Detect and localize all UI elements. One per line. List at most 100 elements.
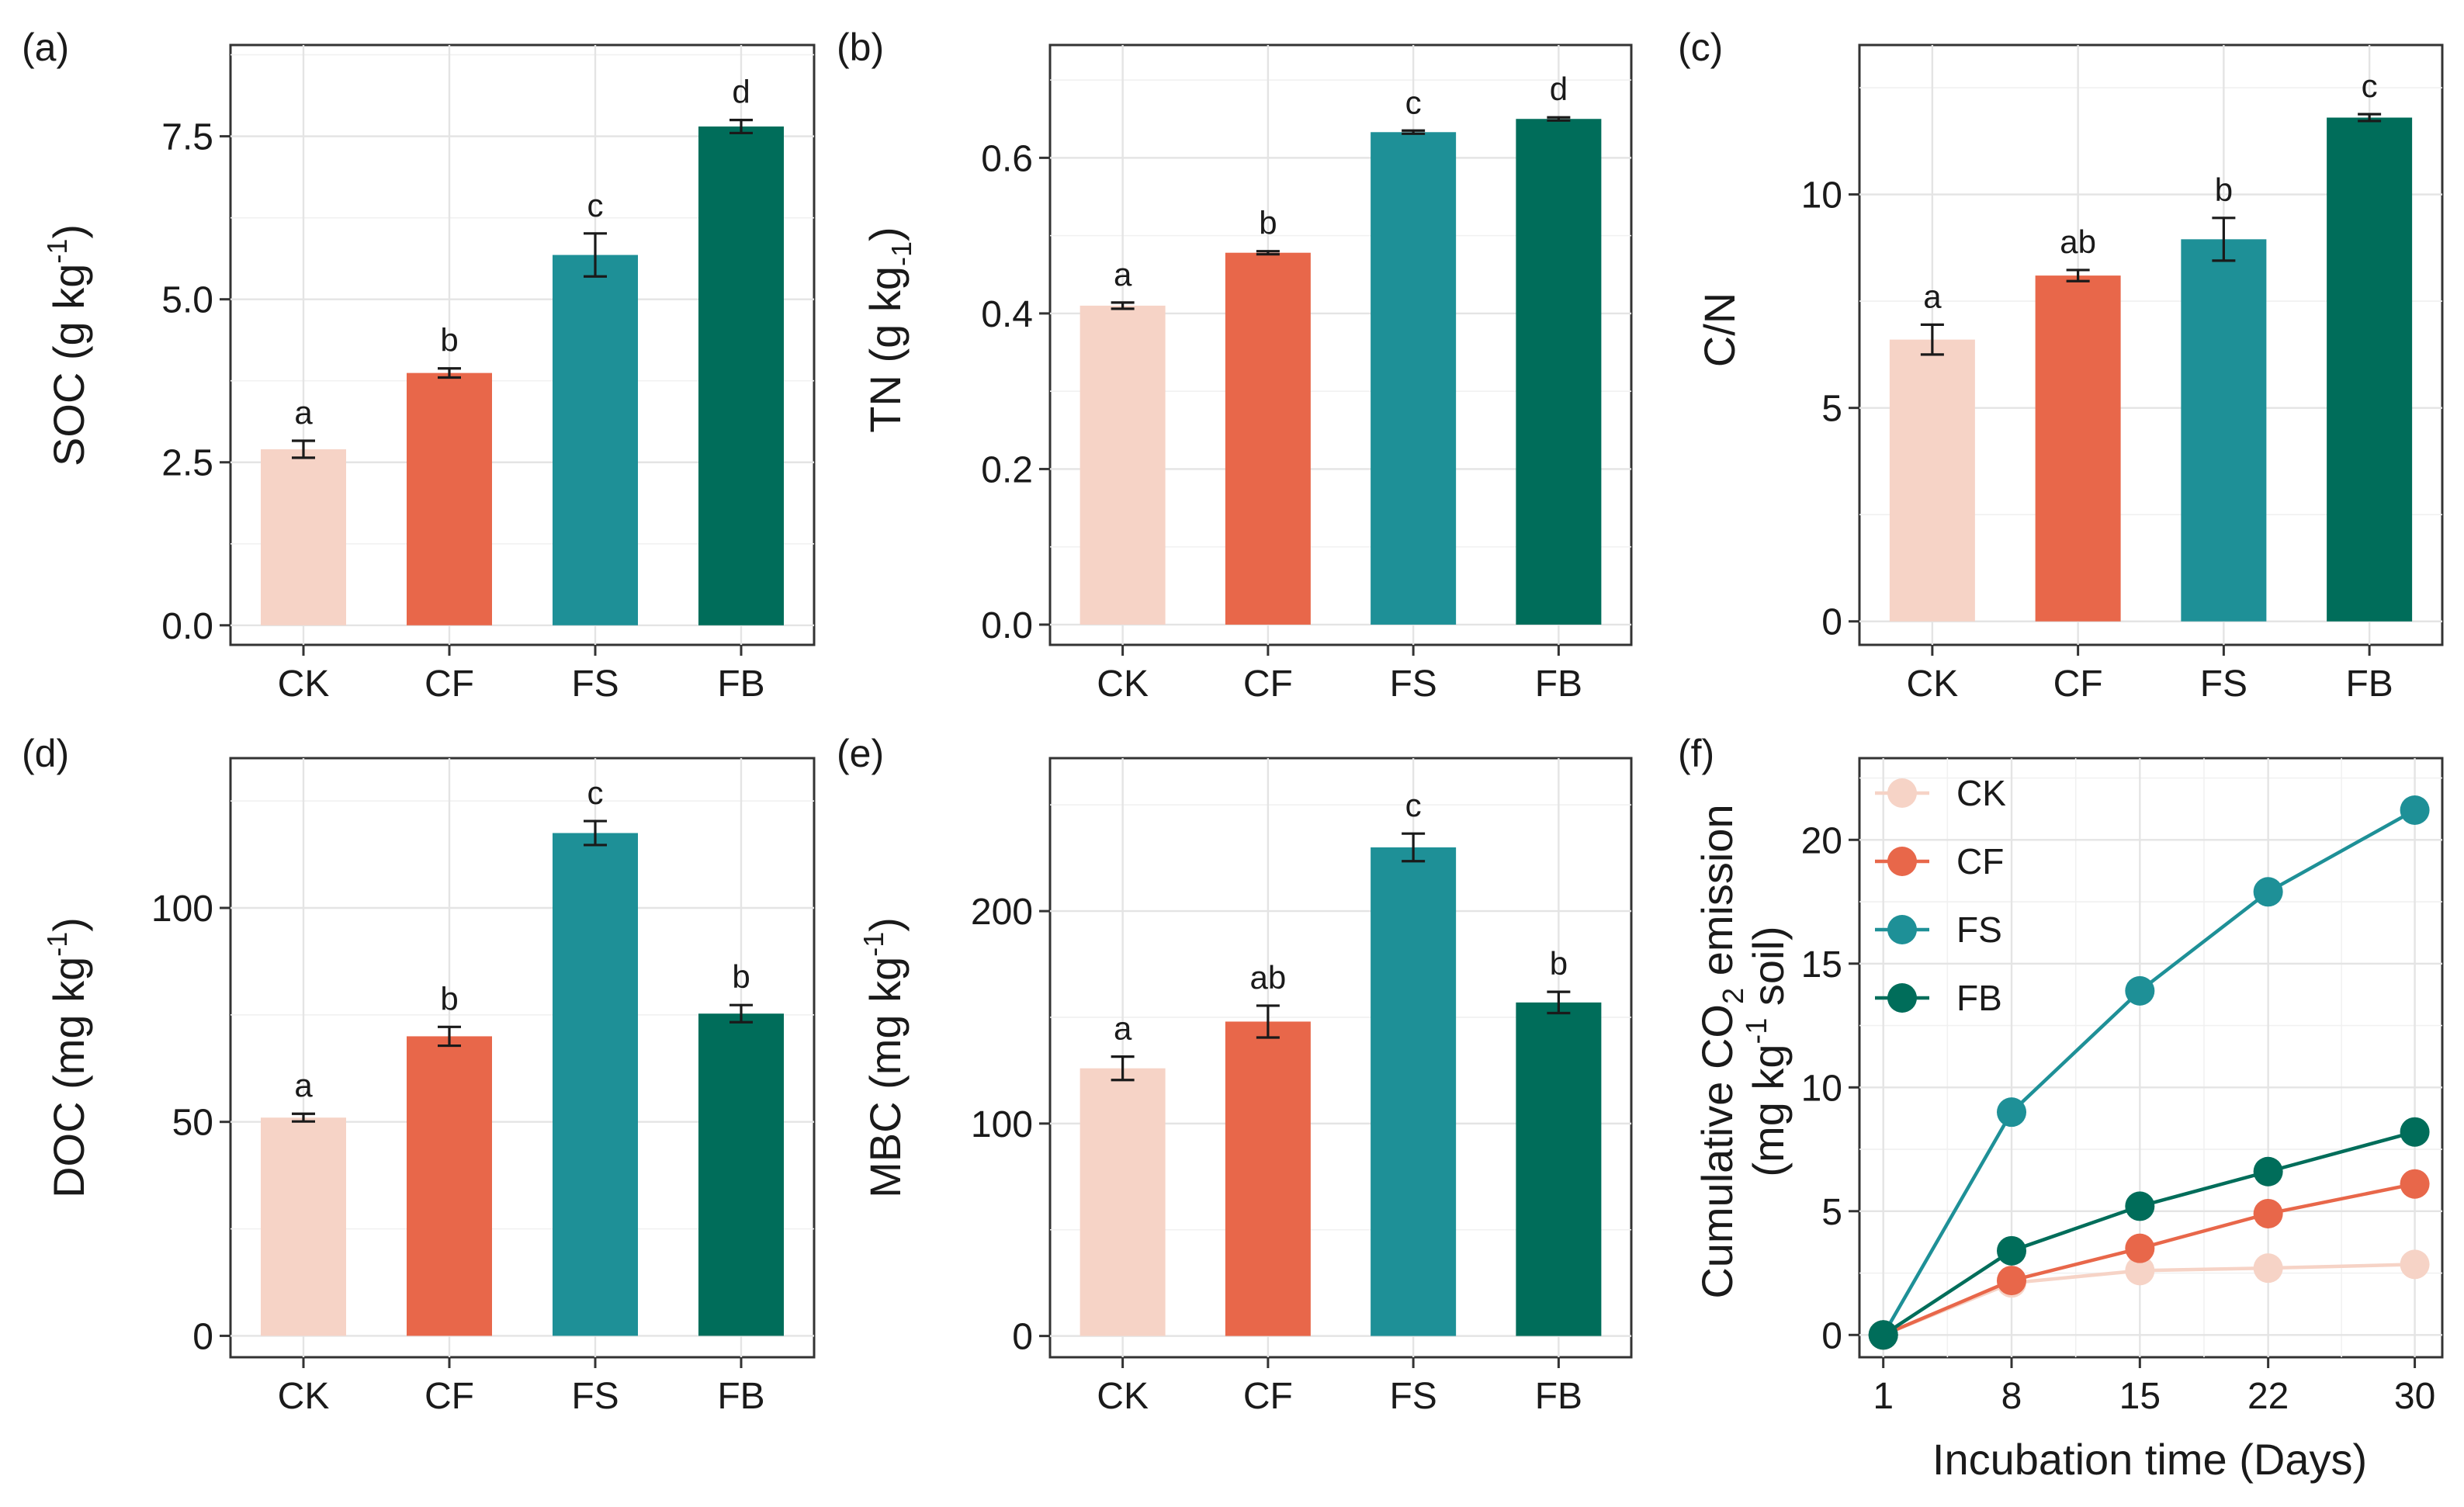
y-tick-label: 100 xyxy=(151,889,213,930)
bar-fb xyxy=(1516,119,1602,625)
significance-letter: ab xyxy=(1250,959,1287,996)
y-axis-title-part: soil) xyxy=(1744,926,1793,1017)
y-axis-title-part: Cumulative CO xyxy=(1693,1004,1741,1299)
error-bar-cf xyxy=(1256,1004,1280,1039)
x-tick-label: 1 xyxy=(1873,1376,1894,1417)
y-axis-title-end: ) xyxy=(44,917,93,932)
x-tick-label: 8 xyxy=(2001,1376,2022,1417)
x-tick-label: FB xyxy=(1535,663,1582,705)
bar-fs xyxy=(1371,132,1457,625)
x-tick-label: CF xyxy=(425,1376,474,1417)
panel-4: 0 100 200 a CK ab CF c FS b FB (e) MBC (mg kg-1) xyxy=(837,732,1633,1417)
error-bar-cf xyxy=(438,367,461,379)
bar-fs xyxy=(2181,239,2267,622)
significance-letter: c xyxy=(587,187,604,223)
y-axis-title: MBC (mg kg-1) xyxy=(858,917,910,1198)
legend-marker xyxy=(1887,847,1917,876)
legend-marker xyxy=(1887,778,1917,808)
y-tick-label: 0.4 xyxy=(981,294,1033,335)
x-tick-label: CK xyxy=(278,1376,330,1417)
significance-letter: a xyxy=(1114,1010,1132,1047)
x-tick-label: CK xyxy=(1097,1376,1149,1417)
x-tick-label: CK xyxy=(278,663,330,705)
y-tick-label: 20 xyxy=(1801,820,1842,861)
bar-ck xyxy=(261,449,346,625)
data-point-fb xyxy=(2253,1156,2283,1187)
y-axis-title-main: SOC (g kg xyxy=(44,264,93,466)
error-bar-fs xyxy=(584,232,607,278)
y-tick-label: 0 xyxy=(1012,1317,1033,1358)
y-axis-title-end: ) xyxy=(861,227,910,241)
legend-marker xyxy=(1887,915,1917,944)
bar-cf xyxy=(1225,1021,1311,1336)
error-bar-fb xyxy=(1547,990,1571,1015)
significance-letter: ab xyxy=(2060,223,2096,260)
significance-letter: b xyxy=(732,958,750,995)
x-tick-label: CF xyxy=(1243,1376,1293,1417)
error-bar-ck xyxy=(1111,1055,1135,1082)
legend-label: CF xyxy=(1956,841,2004,882)
error-bar-fb xyxy=(1547,116,1571,122)
y-tick-label: 0.2 xyxy=(981,449,1033,490)
y-tick-label: 2.5 xyxy=(161,443,213,484)
legend-label: FS xyxy=(1956,909,2002,950)
data-point-cf xyxy=(2125,1233,2155,1263)
bar-cf xyxy=(2035,275,2121,622)
x-axis-title: Incubation time (Days) xyxy=(1932,1435,2367,1484)
y-axis-title-part: emission xyxy=(1693,804,1741,988)
y-tick-label: 0 xyxy=(1821,602,1842,643)
significance-letter: b xyxy=(440,322,458,359)
bar-fs xyxy=(1371,847,1457,1336)
y-axis-title-superscript: -1 xyxy=(41,239,73,264)
y-tick-label: 5 xyxy=(1821,1192,1842,1233)
y-tick-label: 10 xyxy=(1801,175,1842,217)
y-tick-label: 15 xyxy=(1801,944,1842,986)
y-axis-title: SOC (g kg-1) xyxy=(41,224,93,466)
panel-label: (e) xyxy=(837,732,884,775)
x-tick-label: 15 xyxy=(2119,1376,2161,1417)
error-bar-cf xyxy=(438,1025,461,1048)
y-tick-label: 0.6 xyxy=(981,138,1033,179)
data-point-fb xyxy=(2125,1191,2155,1221)
significance-letter: d xyxy=(1550,71,1568,107)
error-bar-ck xyxy=(292,439,315,459)
significance-letter: d xyxy=(732,74,750,110)
data-point-ck xyxy=(2253,1253,2283,1284)
error-bar-fb xyxy=(729,119,753,135)
y-axis-title-superscript: -1 xyxy=(858,932,889,957)
panel-label: (c) xyxy=(1678,26,1723,69)
y-axis-title: C/N xyxy=(1695,293,1744,367)
data-point-ck xyxy=(2125,1256,2155,1286)
data-point-fs xyxy=(2400,795,2430,825)
error-bar-ck xyxy=(1920,323,1944,356)
x-tick-label: FB xyxy=(717,1376,764,1417)
data-point-fs xyxy=(2253,877,2283,907)
x-tick-label: CK xyxy=(1907,663,1959,705)
x-tick-label: FS xyxy=(1389,663,1436,705)
bar-cf xyxy=(407,1036,492,1336)
x-tick-label: CK xyxy=(1097,663,1149,705)
y-axis-title-main: MBC (mg kg xyxy=(861,957,910,1198)
data-point-cf xyxy=(2253,1198,2283,1228)
significance-letter: a xyxy=(294,394,313,431)
legend-marker xyxy=(1887,983,1917,1013)
bar-fb xyxy=(698,1013,784,1336)
data-point-fb xyxy=(1997,1235,2027,1266)
y-axis-title: DOC (mg kg-1) xyxy=(41,917,93,1198)
y-tick-label: 0 xyxy=(1821,1315,1842,1356)
x-tick-label: FS xyxy=(1389,1376,1436,1417)
panel-0: 0.0 2.5 5.0 7.5 a CK b CF c FS d FB (a) SOC (g kg-1) xyxy=(22,26,816,705)
error-bar-fs xyxy=(584,819,607,847)
bar-cf xyxy=(407,372,492,625)
significance-letter: a xyxy=(294,1067,313,1103)
y-tick-label: 10 xyxy=(1801,1068,1842,1109)
significance-letter: c xyxy=(587,774,604,811)
bar-ck xyxy=(1080,1068,1166,1336)
significance-letter: c xyxy=(1405,84,1422,120)
panel-1: 0.0 0.2 0.4 0.6 a CK b CF c FS d FB (b) TN (g kg-1) xyxy=(837,26,1633,705)
error-bar-cf xyxy=(2066,268,2090,282)
x-tick-label: FB xyxy=(717,663,764,705)
y-axis-title-subscript: -1 xyxy=(885,241,917,266)
x-tick-label: FS xyxy=(571,663,619,705)
